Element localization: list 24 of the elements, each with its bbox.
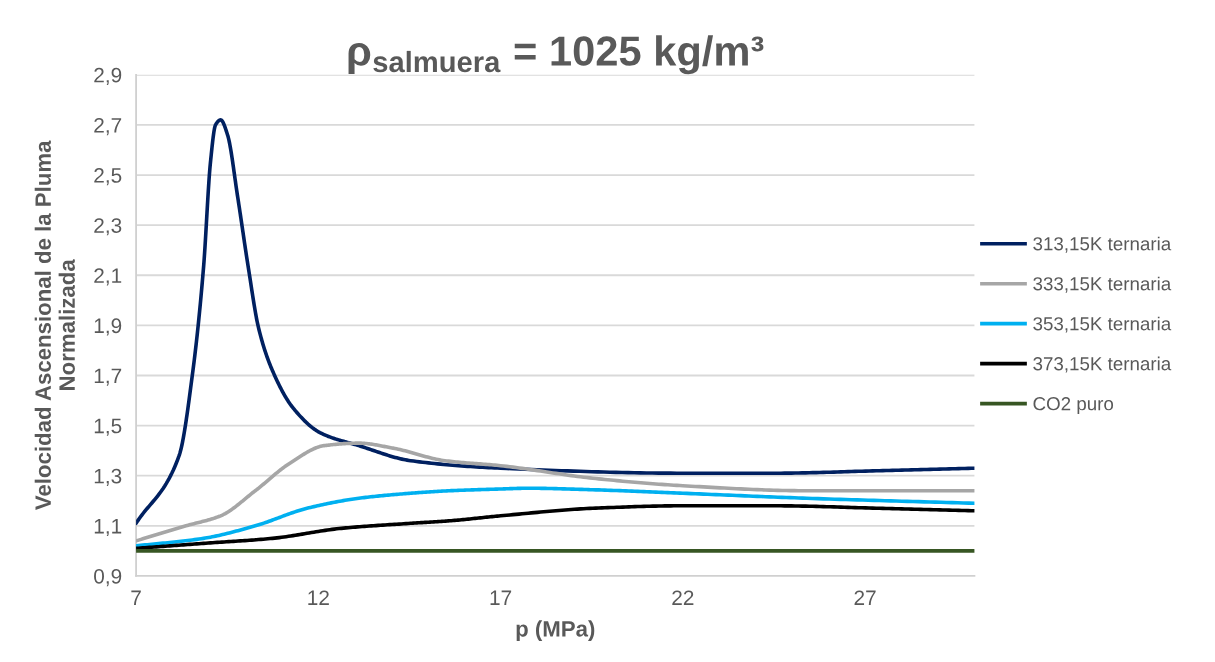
chart-title: ρ$_{salmuera}$ = 1025 kg/m³ xyxy=(348,35,764,75)
legend-label: 333,15K ternaria xyxy=(1033,276,1172,293)
x-tick-label: 27 xyxy=(854,590,876,605)
x-axis-title: p (MPa) xyxy=(516,620,595,642)
y-tick-label: 0,9 xyxy=(94,568,122,587)
legend-label: CO2 puro xyxy=(1033,397,1114,415)
y-tick-label: 2,7 xyxy=(94,117,122,136)
x-tick-label: 17 xyxy=(490,590,512,605)
x-tick-label: 12 xyxy=(308,590,329,605)
y-tick-label: 1,5 xyxy=(94,418,122,436)
y-tick-label: 2,5 xyxy=(94,168,122,186)
y-tick-label: 1,3 xyxy=(94,468,122,486)
x-tick-label: 22 xyxy=(672,590,694,605)
y-tick-label: 1,9 xyxy=(94,318,122,336)
legend-label: 373,15K ternaria xyxy=(1033,356,1172,373)
y-tick-label: 1,7 xyxy=(94,368,122,386)
y-tick-label: 2,1 xyxy=(94,268,122,286)
legend-label: 313,15K ternaria xyxy=(1033,236,1172,253)
y-axis-title: Velocidad Ascensional de la Pluma Normalizada xyxy=(34,140,75,511)
legend-label: 353,15K ternaria xyxy=(1033,316,1172,333)
y-tick-label: 2,9 xyxy=(94,67,122,86)
x-tick-label: 7 xyxy=(131,590,141,605)
y-tick-label: 2,3 xyxy=(94,218,122,236)
y-tick-label: 1,1 xyxy=(94,519,122,537)
